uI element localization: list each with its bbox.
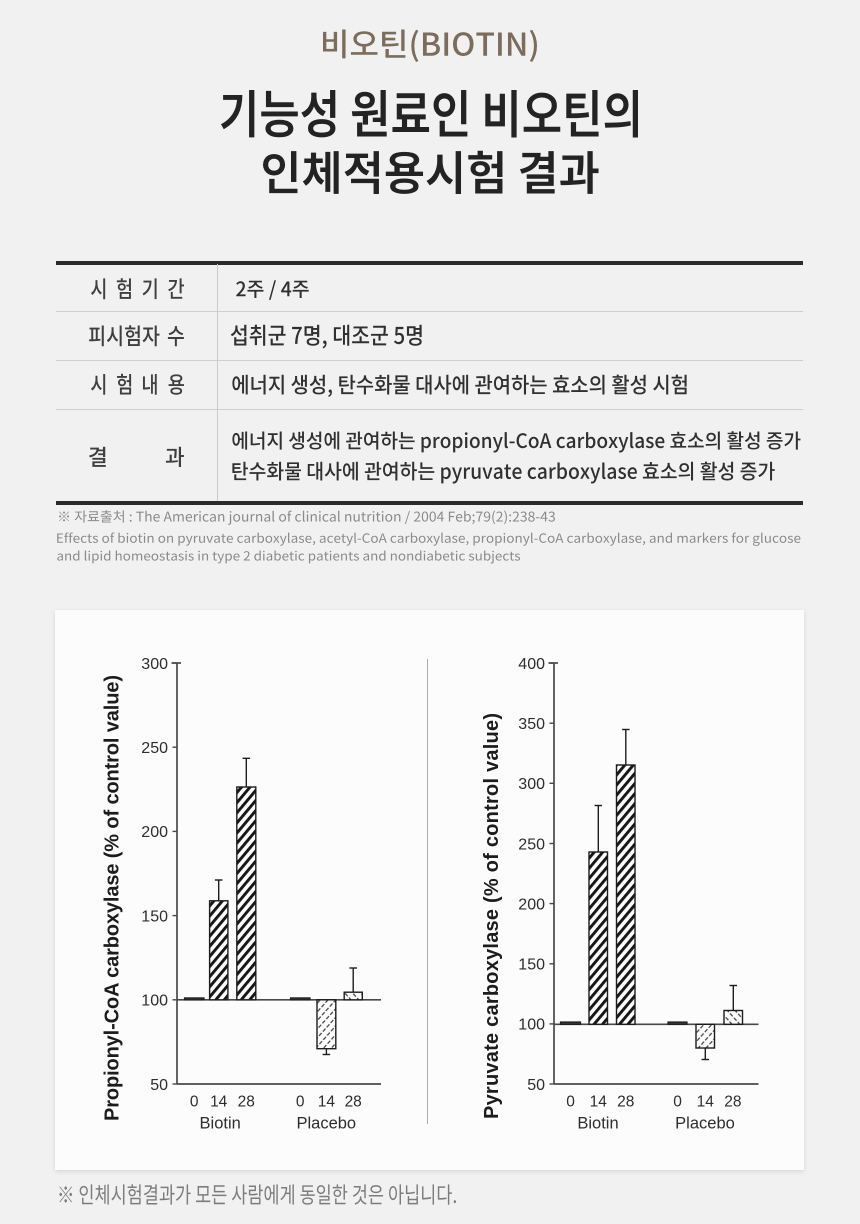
svg-text:200: 200 <box>518 896 545 913</box>
svg-text:300: 300 <box>518 776 545 793</box>
svg-text:0: 0 <box>566 1094 575 1111</box>
svg-text:Pyruvate carboxylase (% of con: Pyruvate carboxylase (% of control value… <box>481 713 503 1119</box>
svg-text:Biotin: Biotin <box>577 1115 618 1133</box>
svg-text:14: 14 <box>318 1094 336 1111</box>
svg-text:200: 200 <box>141 824 168 841</box>
svg-text:0: 0 <box>296 1094 305 1111</box>
svg-text:Propionyl-CoA carboxylase (% o: Propionyl-CoA carboxylase (% of control … <box>102 675 124 1121</box>
svg-text:300: 300 <box>141 656 168 673</box>
svg-text:100: 100 <box>518 1017 545 1034</box>
svg-text:14: 14 <box>697 1094 715 1111</box>
svg-text:Placebo: Placebo <box>296 1115 356 1133</box>
svg-text:50: 50 <box>150 1077 168 1094</box>
svg-text:250: 250 <box>141 740 168 757</box>
svg-text:28: 28 <box>238 1094 255 1111</box>
svg-text:Placebo: Placebo <box>675 1115 735 1133</box>
svg-text:28: 28 <box>724 1094 741 1111</box>
svg-text:350: 350 <box>518 716 545 733</box>
svg-text:150: 150 <box>141 908 168 925</box>
svg-text:0: 0 <box>190 1094 199 1111</box>
svg-text:50: 50 <box>527 1077 545 1094</box>
svg-text:250: 250 <box>518 836 545 853</box>
svg-text:28: 28 <box>617 1094 634 1111</box>
svg-text:14: 14 <box>210 1094 228 1111</box>
svg-text:0: 0 <box>673 1094 682 1111</box>
svg-text:Biotin: Biotin <box>200 1115 241 1133</box>
svg-text:28: 28 <box>345 1094 362 1111</box>
svg-text:150: 150 <box>518 957 545 974</box>
svg-text:100: 100 <box>141 993 168 1010</box>
svg-text:400: 400 <box>518 656 545 673</box>
svg-text:14: 14 <box>590 1094 608 1111</box>
